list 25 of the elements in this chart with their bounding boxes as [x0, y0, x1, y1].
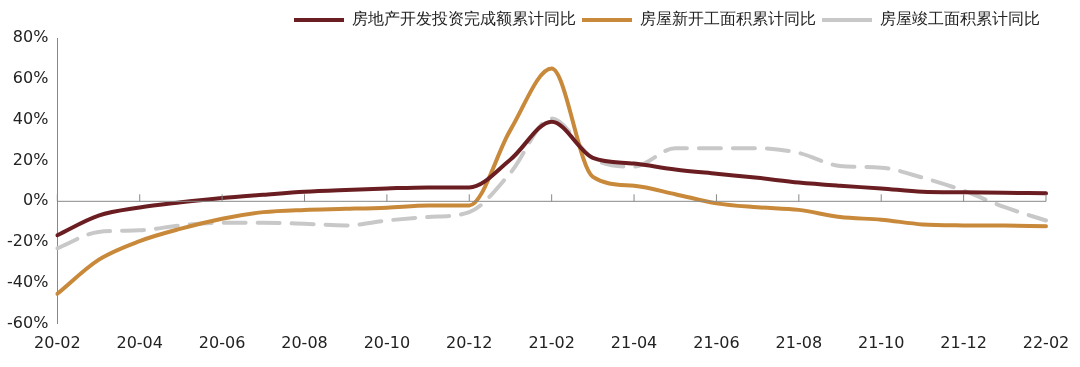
- y-tick-label: 40%: [12, 108, 49, 128]
- y-tick-label: 80%: [12, 27, 49, 47]
- x-tick-label: 21-06: [693, 332, 740, 352]
- y-tick-label: 60%: [12, 67, 49, 87]
- y-tick-label: 0%: [22, 190, 49, 210]
- x-tick-label: 20-12: [446, 332, 493, 352]
- legend-label: 房屋新开工面积累计同比: [640, 9, 816, 29]
- x-tick-label: 21-08: [775, 332, 823, 352]
- line-series: [55, 66, 1048, 296]
- x-tick-label: 22-02: [1022, 332, 1070, 352]
- x-tick-label: 21-02: [528, 332, 575, 352]
- x-tick-label: 20-08: [281, 332, 328, 352]
- y-tick-label: -40%: [6, 272, 49, 292]
- x-tick-label: 20-10: [363, 332, 411, 352]
- legend-label: 房地产开发投资完成额累计同比: [352, 9, 576, 29]
- x-tick-label: 20-02: [34, 332, 81, 352]
- legend-label: 房屋竣工面积累计同比: [880, 9, 1040, 29]
- x-tick-label: 21-12: [940, 332, 987, 352]
- x-tick-label: 21-04: [610, 332, 658, 352]
- y-tick-label: -20%: [6, 231, 49, 251]
- x-tick-label: 20-04: [116, 332, 163, 352]
- y-tick-label: 20%: [12, 149, 49, 169]
- x-tick-label: 21-10: [857, 332, 905, 352]
- y-tick-label: -60%: [6, 312, 49, 332]
- x-tick-label: 20-06: [198, 332, 246, 352]
